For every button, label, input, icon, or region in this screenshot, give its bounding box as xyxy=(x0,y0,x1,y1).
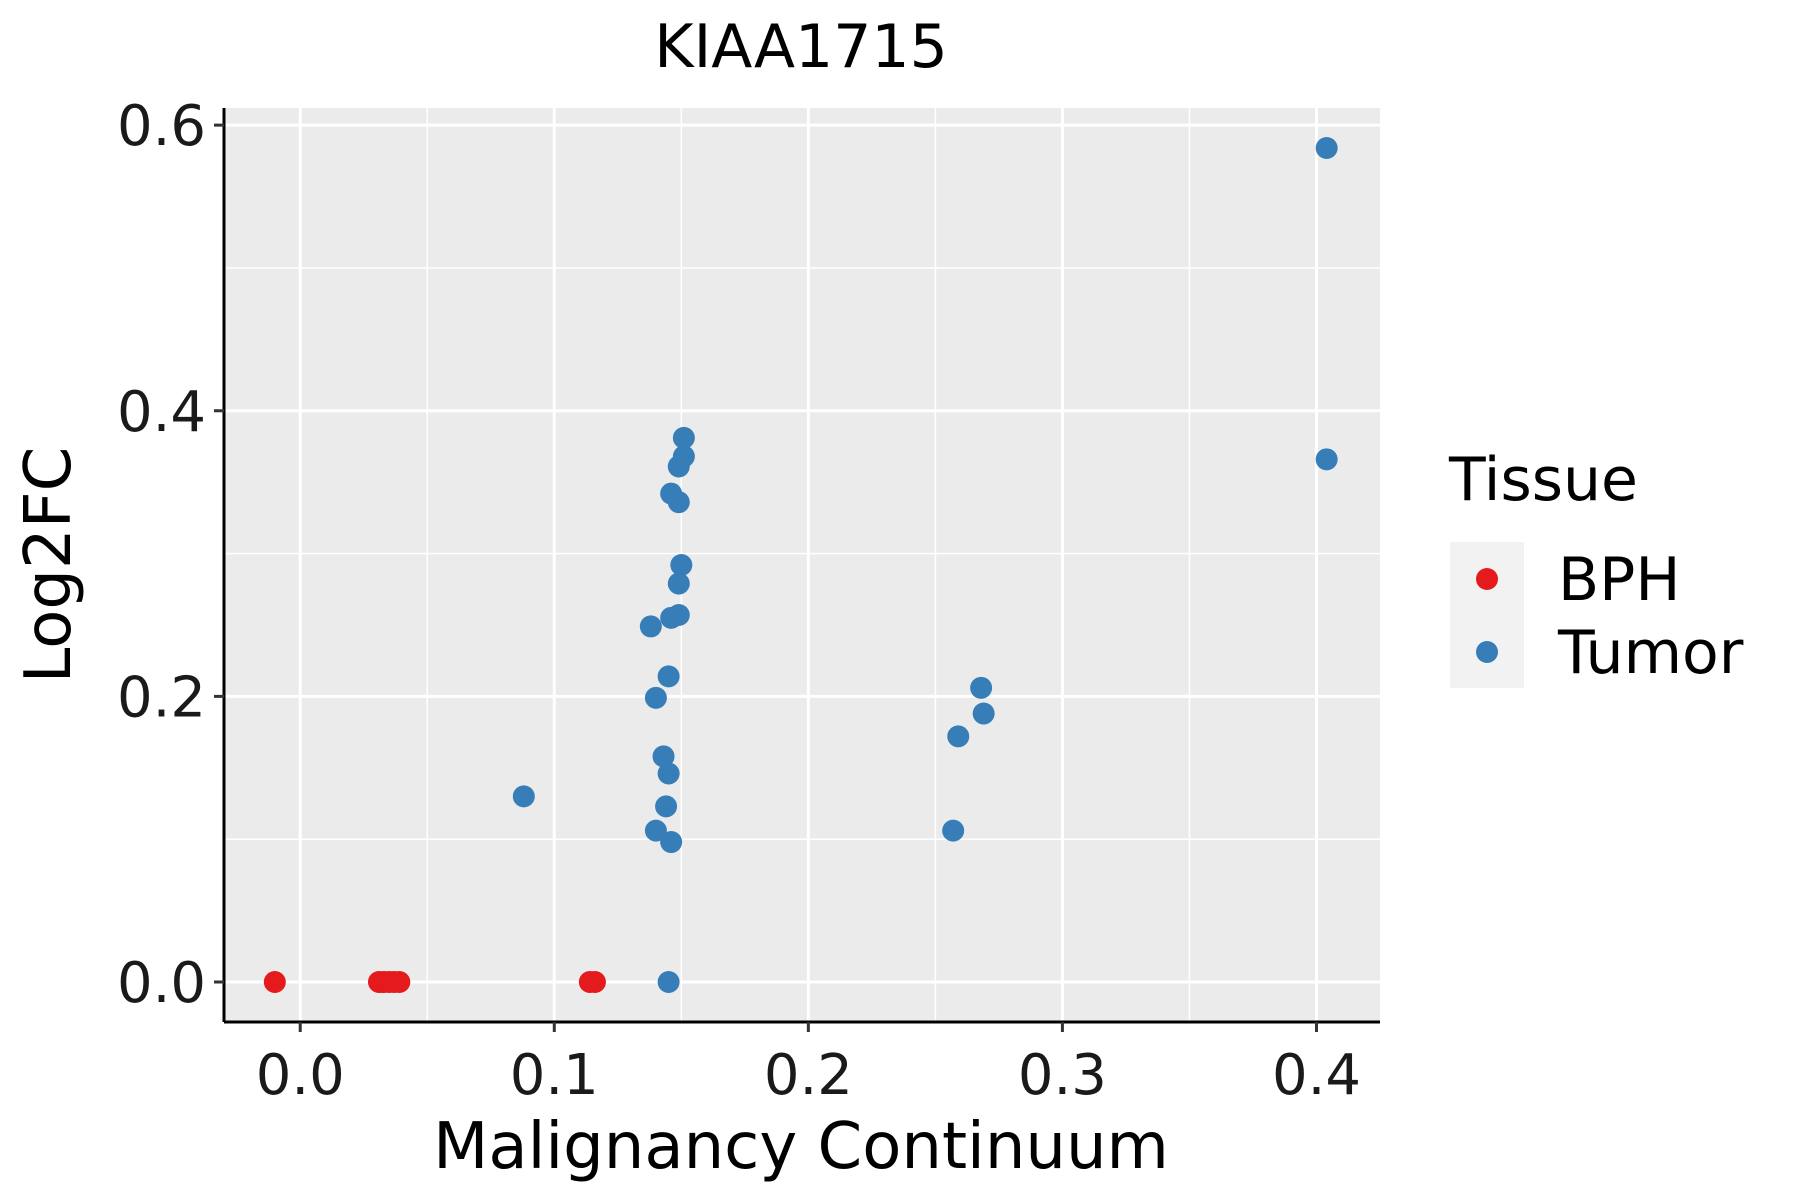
x-axis-title: Malignancy Continuum xyxy=(433,1110,1169,1184)
x-tick-label: 0.3 xyxy=(1018,1043,1107,1108)
legend-key-background xyxy=(1450,542,1524,688)
x-tick-label: 0.1 xyxy=(510,1043,599,1108)
data-point-tumor xyxy=(947,725,970,748)
x-tick-label: 0.2 xyxy=(764,1043,853,1108)
data-point-tumor xyxy=(657,971,680,994)
data-points xyxy=(263,136,1338,994)
data-point-tumor xyxy=(644,686,667,709)
minor-gridlines xyxy=(224,108,1380,1022)
x-tick-label: 0.0 xyxy=(256,1043,345,1108)
chart-title: KIAA1715 xyxy=(654,12,948,82)
data-point-tumor xyxy=(672,445,695,468)
data-point-tumor xyxy=(639,615,662,638)
data-point-tumor xyxy=(670,554,693,576)
data-point-bph xyxy=(263,971,286,994)
data-point-tumor xyxy=(652,745,675,768)
y-tick-label: 0.6 xyxy=(117,94,206,159)
legend-key-tumor xyxy=(1476,641,1498,663)
major-gridlines xyxy=(224,108,1380,1022)
data-point-tumor xyxy=(942,819,965,842)
legend-label-tumor: Tumor xyxy=(1557,618,1744,688)
y-tick-label: 0.4 xyxy=(117,380,206,445)
y-axis-title: Log2FC xyxy=(12,447,86,684)
data-point-tumor xyxy=(512,785,535,808)
data-point-tumor xyxy=(972,702,995,725)
data-point-tumor xyxy=(655,795,678,818)
data-point-tumor xyxy=(970,676,993,699)
x-axis-ticks: 0.0 0.1 0.2 0.3 0.4 xyxy=(256,1022,1361,1108)
legend-title: Tissue xyxy=(1448,445,1638,515)
plot-panel xyxy=(224,108,1380,1022)
data-point-tumor xyxy=(1315,136,1338,159)
data-point-tumor xyxy=(667,491,690,514)
legend-label-bph: BPH xyxy=(1558,545,1680,615)
data-point-tumor xyxy=(667,603,690,626)
data-point-bph xyxy=(388,971,411,994)
data-point-tumor xyxy=(667,572,690,595)
data-point-tumor xyxy=(657,762,680,785)
legend-key-bph xyxy=(1476,568,1498,590)
data-point-tumor xyxy=(657,665,680,688)
data-point-tumor xyxy=(1315,448,1338,471)
x-tick-label: 0.4 xyxy=(1272,1043,1361,1108)
data-point-tumor xyxy=(672,426,695,449)
data-point-tumor xyxy=(644,819,667,842)
data-point-bph xyxy=(583,971,606,994)
y-tick-label: 0.0 xyxy=(117,951,206,1016)
y-tick-label: 0.2 xyxy=(117,665,206,730)
data-point-tumor xyxy=(660,831,683,854)
y-axis-ticks: 0.0 0.2 0.4 0.6 xyxy=(117,94,224,1016)
